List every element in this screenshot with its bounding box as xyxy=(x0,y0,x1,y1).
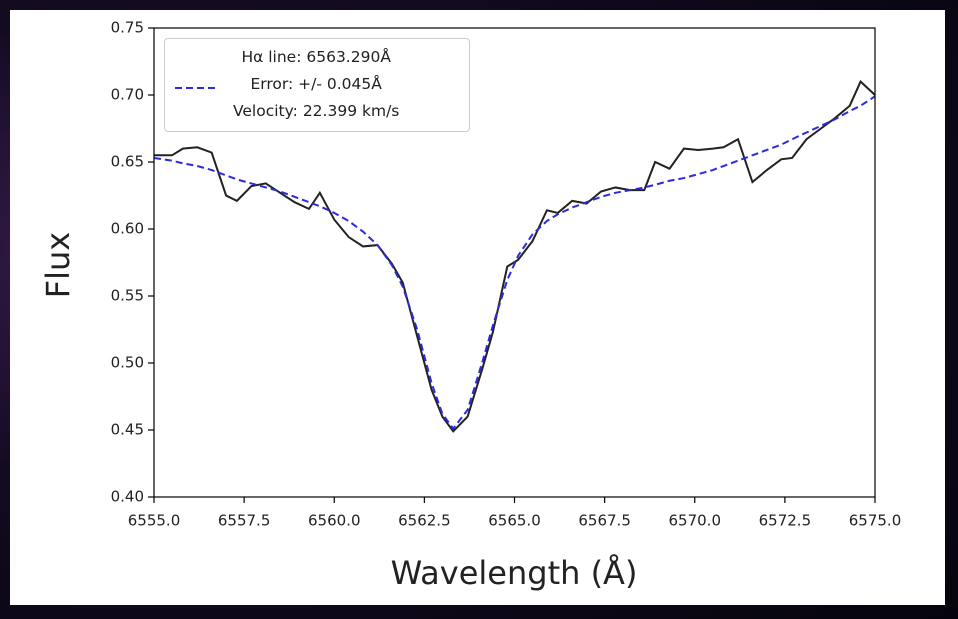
y-tick-label: 0.55 xyxy=(111,287,144,305)
x-axis-label: Wavelength (Å) xyxy=(391,554,638,592)
x-tick-label: 6562.5 xyxy=(398,512,451,530)
y-tick-label: 0.45 xyxy=(111,421,144,439)
legend-label: Hα line: 6563.290Å Error: +/- 0.045Å Vel… xyxy=(233,48,400,120)
series-line xyxy=(154,79,876,433)
x-tick-label: 6567.5 xyxy=(578,512,631,530)
x-tick-label: 6557.5 xyxy=(218,512,271,530)
x-tick-label: 6572.5 xyxy=(759,512,812,530)
x-tick-label: 6575.0 xyxy=(849,512,902,530)
legend-swatch-area xyxy=(175,87,217,89)
series-line xyxy=(153,95,876,431)
y-tick-label: 0.65 xyxy=(111,153,144,171)
x-tick-label: 6555.0 xyxy=(128,512,181,530)
y-tick-label: 0.70 xyxy=(111,86,144,104)
x-tick-label: 6570.0 xyxy=(669,512,722,530)
y-tick-label: 0.60 xyxy=(111,220,144,238)
x-tick-label: 6560.0 xyxy=(308,512,361,530)
x-tick-label: 6565.0 xyxy=(488,512,541,530)
y-tick-label: 0.40 xyxy=(111,488,144,506)
y-tick-label: 0.50 xyxy=(111,354,144,372)
y-tick-label: 0.75 xyxy=(111,19,144,37)
y-axis-label: Flux xyxy=(39,232,77,299)
legend: Hα line: 6563.290Å Error: +/- 0.045Å Vel… xyxy=(164,38,470,132)
